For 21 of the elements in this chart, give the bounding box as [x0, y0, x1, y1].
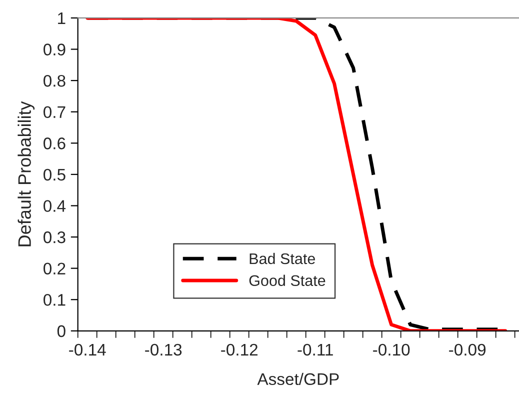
y-tick-label: 0.6	[44, 138, 66, 150]
y-tick-label: 0.8	[44, 74, 66, 87]
y-tick-label: 1	[58, 12, 66, 24]
y-tick-label: 0.4	[44, 200, 66, 212]
legend-label: Bad State	[250, 252, 316, 264]
y-tick-label: 0	[57, 325, 66, 338]
x-tick-label: -0.14	[69, 344, 106, 356]
y-tick-label: 0.5	[44, 168, 66, 181]
x-tick-label: -0.11	[298, 344, 333, 356]
x-tick-label: -0.13	[145, 344, 182, 356]
legend-label: Good State	[249, 274, 326, 286]
x-tick-label: -0.09	[449, 344, 486, 356]
y-axis-title: Default Probability	[18, 101, 35, 246]
x-tick-label: -0.10	[373, 344, 410, 356]
y-tick-label: 0.3	[44, 231, 66, 244]
x-axis-title: Asset/GDP	[257, 372, 339, 386]
y-tick-label: 0.2	[44, 262, 66, 275]
x-tick-label: -0.12	[221, 344, 258, 356]
y-tick-label: 0.9	[44, 44, 66, 56]
y-tick-label: 0.7	[44, 106, 66, 118]
y-tick-label: 0.1	[44, 294, 66, 306]
